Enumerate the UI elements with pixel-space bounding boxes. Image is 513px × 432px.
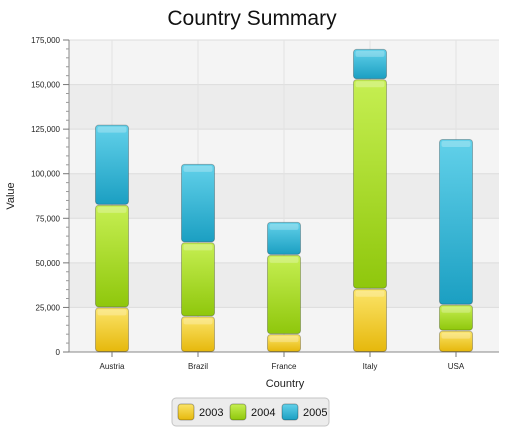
bar-brazil-2005[interactable] <box>181 163 215 243</box>
bar-highlight <box>183 318 213 325</box>
bar-italy-2003[interactable] <box>353 288 387 352</box>
bar-italy-2004[interactable] <box>353 79 387 289</box>
legend-swatch-2004[interactable] <box>229 403 247 421</box>
x-tick-label-brazil: Brazil <box>188 362 208 371</box>
bar-usa-2005[interactable] <box>439 138 473 305</box>
x-tick-label-austria: Austria <box>100 362 125 371</box>
bar-highlight <box>441 140 471 147</box>
x-tick-label-italy: Italy <box>363 362 378 371</box>
y-tick-label: 175,000 <box>31 36 60 45</box>
legend-label-2004[interactable]: 2004 <box>251 407 275 419</box>
bar-highlight <box>355 290 385 297</box>
legend-swatch-2003[interactable] <box>177 403 195 421</box>
legend: 2003 2004 2005 <box>171 397 330 427</box>
bar-italy-2005[interactable] <box>353 48 387 80</box>
y-tick-label: 75,000 <box>36 214 61 223</box>
bar-france-2003[interactable] <box>267 334 301 352</box>
chart-title: Country Summary <box>167 7 337 30</box>
bar-highlight <box>355 50 385 57</box>
y-tick-label: 100,000 <box>31 170 60 179</box>
bar-usa-2003[interactable] <box>439 330 473 352</box>
bar-highlight <box>269 336 299 343</box>
x-axis-title: Country <box>266 378 305 390</box>
bars <box>95 48 473 353</box>
y-tick-label: 125,000 <box>31 125 60 134</box>
bar-austria-2005[interactable] <box>95 124 129 205</box>
bar-highlight <box>441 332 471 339</box>
bar-highlight <box>441 306 471 313</box>
bar-austria-2004[interactable] <box>95 204 129 308</box>
legend-label-2005[interactable]: 2005 <box>303 407 327 419</box>
legend-label-2003[interactable]: 2003 <box>199 407 223 419</box>
legend-swatch-2005[interactable] <box>281 403 299 421</box>
bar-france-2004[interactable] <box>267 254 301 335</box>
bar-highlight <box>269 256 299 263</box>
bar-highlight <box>97 126 127 133</box>
bar-brazil-2004[interactable] <box>181 242 215 317</box>
y-tick-label: 25,000 <box>36 303 61 312</box>
bar-highlight <box>97 206 127 213</box>
bar-brazil-2003[interactable] <box>181 316 215 353</box>
y-tick-label: 150,000 <box>31 81 60 90</box>
bar-usa-2004[interactable] <box>439 304 473 331</box>
y-axis-ticks: 0 25,000 50,000 75,000 100,000 125,000 150,000… <box>31 36 69 357</box>
bar-highlight <box>355 81 385 88</box>
x-axis-ticks: Austria Brazil France Italy USA <box>100 352 465 371</box>
x-tick-label-usa: USA <box>448 362 465 371</box>
y-axis-title: Value <box>5 182 17 209</box>
y-tick-label: 50,000 <box>36 259 61 268</box>
y-tick-label: 0 <box>56 348 61 357</box>
bar-highlight <box>97 309 127 316</box>
bar-france-2005[interactable] <box>267 221 301 255</box>
bar-highlight <box>269 223 299 230</box>
bar-highlight <box>183 165 213 172</box>
x-tick-label-france: France <box>272 362 297 371</box>
bar-austria-2003[interactable] <box>95 307 129 352</box>
bar-highlight <box>183 244 213 251</box>
